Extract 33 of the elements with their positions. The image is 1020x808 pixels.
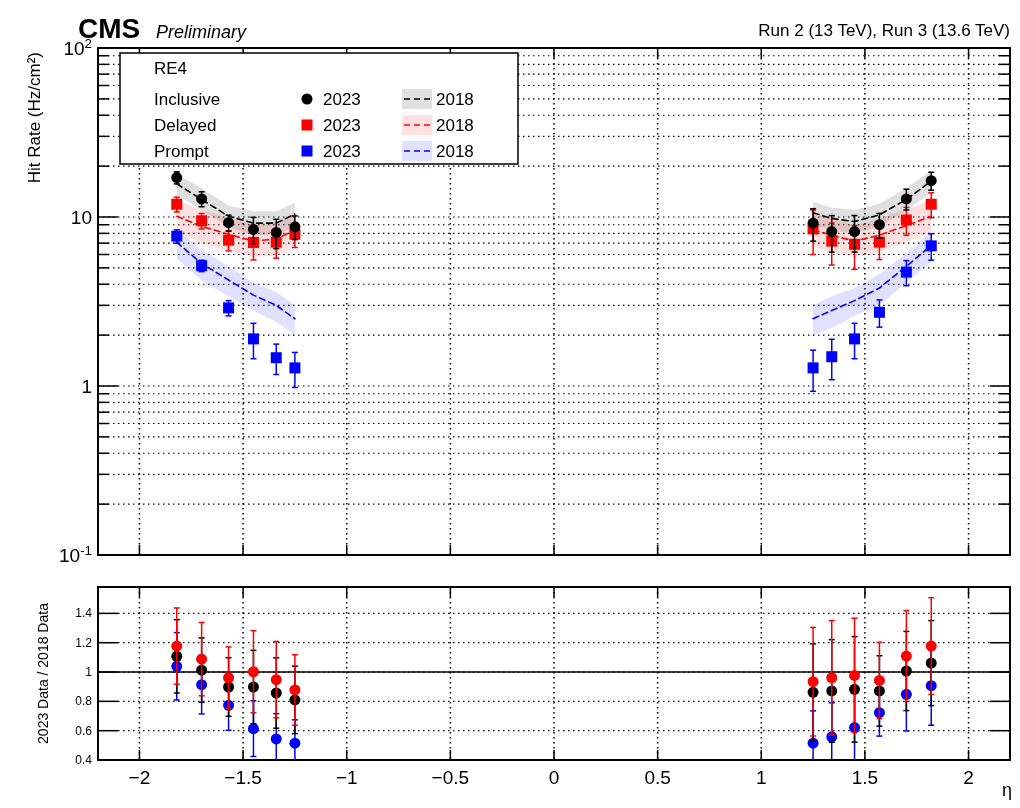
x-tick-label: −2 [128,767,151,788]
chart-subtitle: Preliminary [156,22,248,42]
y-tick-label: 1.2 [75,635,93,650]
annotation: Prompt [154,142,210,161]
y-tick-label: 10$^{-1}$ [59,542,92,566]
legend-label: 2018 [436,90,474,109]
x-tick-label: 2 [963,767,974,788]
y-tick-label: 0.6 [75,723,93,738]
legend-label: 2023 [323,142,361,161]
x-tick-label: 0 [548,767,560,788]
y-tick-label: 1 [81,376,92,397]
text: Run 2 (13 TeV), Run 3 (13.6 TeV) [758,21,1010,40]
annotation: Delayed [154,116,217,135]
legend-label: 2023 [323,116,361,135]
x-axis-title: η [1001,780,1012,800]
y-tick-label: 0.8 [75,694,93,709]
y-axis-title: 2023 Data / 2018 Data [35,602,51,744]
x-tick-label: −1.5 [224,767,262,788]
x-tick-label: 1.5 [851,767,879,788]
y-tick-label: 1 [85,665,93,680]
y-tick-label: 1.4 [75,606,93,621]
annotation: Inclusive [154,90,221,109]
x-tick-label: −1 [335,767,358,788]
y-tick-label: 10 [70,207,92,228]
x-tick-label: −0.5 [431,767,470,788]
y-tick-label: 0.4 [75,753,93,767]
legend-label: 2018 [436,116,474,135]
legend-label: 2023 [323,90,361,109]
x-tick-label: 0.5 [644,767,671,788]
legend-label: 2018 [436,142,474,161]
x-tick-label: 1 [755,767,767,788]
y-axis-title: Hit Rate (Hz/cm²) [25,52,44,184]
legend-title: RE4 [154,59,188,78]
